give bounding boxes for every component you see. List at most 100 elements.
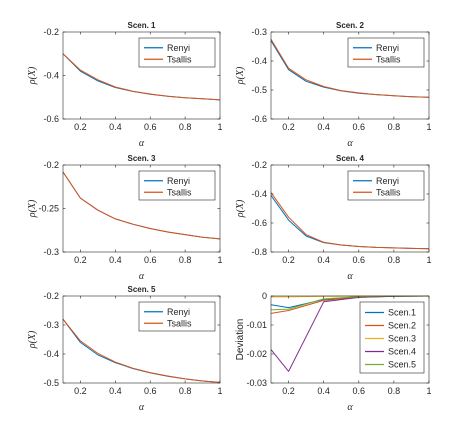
x-axis-label: α bbox=[139, 138, 145, 149]
x-tick-label: 1 bbox=[426, 386, 431, 396]
legend-entry: Scen.1 bbox=[388, 308, 416, 318]
x-tick-label: 0.6 bbox=[144, 255, 157, 265]
legend-entry: Tsallis bbox=[376, 54, 401, 64]
x-tick-label: 0.8 bbox=[388, 386, 401, 396]
series-lines bbox=[62, 318, 221, 383]
x-tick-label: 0.4 bbox=[109, 255, 122, 265]
y-tick-label: -0.6 bbox=[43, 114, 59, 124]
y-axis-label: ρ(X) bbox=[27, 330, 38, 349]
x-tick-label: 1 bbox=[217, 255, 222, 265]
x-axis-label: α bbox=[347, 138, 353, 149]
x-tick-label: 0.2 bbox=[282, 122, 295, 132]
y-tick-label: -0.2 bbox=[43, 27, 59, 37]
y-tick-label: -0.5 bbox=[251, 85, 267, 95]
chart-panel-4: Scen. 4 0.2 0.4 0.6 0.8 1 -0.2 -0.4 -0.6 -0.8 α ρ(X… bbox=[235, 154, 432, 282]
x-tick-label: 0.6 bbox=[353, 255, 366, 265]
legend-entry: Renyi bbox=[167, 307, 190, 317]
y-axis-label: ρ(X) bbox=[235, 66, 246, 85]
legend-entry: Tsallis bbox=[167, 187, 192, 197]
y-tick-label: -0.4 bbox=[251, 189, 267, 199]
chart-title: Scen. 1 bbox=[127, 21, 156, 30]
chart-panel-1: Scen. 1 0.2 0.4 0.6 0.8 1 -0.2 -0.4 -0.6 α ρ(X) Ren… bbox=[27, 21, 223, 149]
series-line-tsallis bbox=[62, 53, 221, 101]
axes-box bbox=[270, 164, 430, 253]
y-tick-label: -0.8 bbox=[251, 247, 267, 257]
x-tick-label: 0.6 bbox=[353, 386, 366, 396]
y-tick-label: -0.4 bbox=[43, 349, 59, 359]
y-axis-label: ρ(X) bbox=[27, 66, 38, 85]
x-tick-label: 0.6 bbox=[353, 122, 366, 132]
chart-panel-3: Scen. 3 0.2 0.4 0.6 0.8 1 -0.2 -0.25 -0.3 α ρ(X) Re… bbox=[27, 154, 223, 282]
series-line-renyi bbox=[270, 195, 430, 250]
legend-entry: Scen.3 bbox=[388, 334, 416, 344]
chart-title: Scen. 2 bbox=[336, 21, 365, 30]
x-tick-label: 1 bbox=[217, 122, 222, 132]
x-tick-label: 0.4 bbox=[317, 255, 330, 265]
x-tick-label: 0.2 bbox=[282, 255, 295, 265]
y-tick-label: -0.2 bbox=[251, 160, 267, 170]
x-tick-label: 1 bbox=[426, 255, 431, 265]
y-axis-label: Deviation bbox=[235, 319, 246, 361]
axes-box bbox=[270, 295, 430, 384]
axes-box bbox=[270, 31, 430, 120]
legend-entry: Renyi bbox=[167, 176, 190, 186]
x-tick-label: 0.8 bbox=[388, 122, 401, 132]
x-tick-label: 0.2 bbox=[74, 122, 87, 132]
x-axis-label: α bbox=[139, 402, 145, 413]
legend-box bbox=[347, 37, 425, 68]
y-tick-label: -0.3 bbox=[251, 27, 267, 37]
y-tick-label: 0 bbox=[262, 291, 267, 301]
x-axis-label: α bbox=[139, 271, 145, 282]
chart-panel-5: Scen. 5 0.2 0.4 0.6 0.8 1 -0.2 -0.3 -0.4 -0.5 α ρ(X… bbox=[27, 285, 223, 413]
chart-title: Scen. 5 bbox=[127, 285, 156, 294]
series-line-tsallis bbox=[62, 171, 221, 240]
x-tick-label: 0.6 bbox=[144, 122, 157, 132]
x-tick-label: 1 bbox=[217, 386, 222, 396]
chart-title: Scen. 4 bbox=[336, 154, 365, 163]
series-lines bbox=[62, 171, 221, 240]
chart-panel-2: Scen. 2 0.2 0.4 0.6 0.8 1 -0.3 -0.4 -0.5 -0.6 α ρ(X… bbox=[235, 21, 432, 149]
series-lines bbox=[62, 53, 221, 101]
y-axis-label: ρ(X) bbox=[27, 199, 38, 218]
y-tick-label: -0.6 bbox=[251, 218, 267, 228]
legend-entry: Tsallis bbox=[167, 318, 192, 328]
y-tick-label: -0.03 bbox=[246, 378, 267, 388]
legend-box bbox=[347, 170, 425, 201]
y-tick-label: -0.4 bbox=[43, 71, 59, 81]
x-axis-label: α bbox=[347, 271, 353, 282]
y-tick-label: -0.4 bbox=[251, 56, 267, 66]
x-tick-label: 0.8 bbox=[179, 386, 192, 396]
chart-title: Scen. 3 bbox=[127, 154, 156, 163]
legend-entry: Tsallis bbox=[376, 187, 401, 197]
legend-entry: Scen.5 bbox=[388, 360, 416, 370]
y-tick-label: -0.01 bbox=[246, 320, 267, 330]
legend: Scen.1 Scen.2 Scen.3 Scen.4 Scen.5 bbox=[359, 301, 425, 374]
y-tick-label: -0.25 bbox=[38, 204, 59, 214]
y-tick-label: -0.3 bbox=[43, 247, 59, 257]
x-tick-label: 0.2 bbox=[74, 255, 87, 265]
legend-box bbox=[138, 37, 216, 68]
x-tick-label: 0.4 bbox=[109, 386, 122, 396]
legend-entry: Renyi bbox=[376, 43, 399, 53]
x-tick-label: 0.8 bbox=[179, 122, 192, 132]
x-tick-label: 0.4 bbox=[109, 122, 122, 132]
legend-entry: Scen.4 bbox=[388, 347, 416, 357]
x-tick-label: 0.8 bbox=[179, 255, 192, 265]
legend-entry: Renyi bbox=[167, 43, 190, 53]
x-tick-label: 0.4 bbox=[317, 122, 330, 132]
x-tick-label: 0.8 bbox=[388, 255, 401, 265]
legend-entry: Scen.2 bbox=[388, 321, 416, 331]
chart-panel-6: 0.2 0.4 0.6 0.8 1 0 -0.01 -0.02 -0.03 α Deviation S… bbox=[235, 291, 432, 413]
x-tick-label: 0.6 bbox=[144, 386, 157, 396]
series-line-tsallis bbox=[270, 39, 430, 98]
series-lines bbox=[270, 192, 430, 250]
series-line-tsallis bbox=[62, 318, 221, 383]
y-tick-label: -0.6 bbox=[251, 114, 267, 124]
legend-entry: Tsallis bbox=[167, 54, 192, 64]
